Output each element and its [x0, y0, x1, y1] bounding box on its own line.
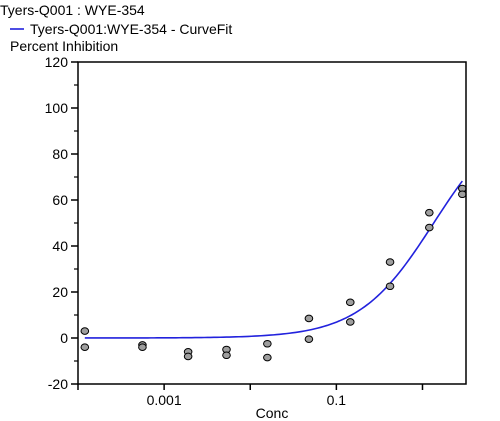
data-point: [263, 353, 272, 362]
y-tick-label: 40: [52, 238, 68, 254]
y-tick-label: 0: [60, 330, 68, 346]
y-tick-label: 120: [45, 54, 69, 70]
chart-title: Tyers-Q001 : WYE-354: [0, 2, 145, 18]
plot-frame: [77, 61, 467, 385]
y-tick-label: -20: [48, 376, 68, 392]
data-point: [80, 343, 90, 352]
data-point: [222, 351, 231, 360]
data-point: [304, 335, 314, 343]
y-axis-label: Percent Inhibition: [10, 38, 118, 54]
y-tick-label: 60: [52, 192, 68, 208]
legend: Tyers-Q001:WYE-354 - CurveFit: [10, 21, 232, 37]
curve-fit-line: [84, 180, 463, 339]
data-point: [183, 352, 193, 361]
legend-entry-curvefit: Tyers-Q001:WYE-354 - CurveFit: [30, 21, 232, 37]
data-point: [304, 314, 314, 323]
y-tick-label: 20: [52, 284, 68, 300]
x-tick-label: 0.001: [147, 392, 182, 408]
x-tick-label: 0.1: [327, 392, 347, 408]
data-point: [425, 208, 434, 217]
x-axis-label: Conc: [256, 405, 289, 421]
data-point: [425, 223, 434, 232]
data-point: [263, 339, 272, 348]
data-point: [385, 282, 395, 291]
data-point: [458, 190, 467, 199]
y-tick-label: 80: [52, 146, 68, 162]
data-point: [385, 258, 395, 266]
y-tick-label: 100: [45, 100, 69, 116]
data-point: [345, 298, 355, 307]
data-point: [345, 318, 355, 326]
data-point: [80, 327, 90, 335]
data-point: [138, 343, 147, 352]
